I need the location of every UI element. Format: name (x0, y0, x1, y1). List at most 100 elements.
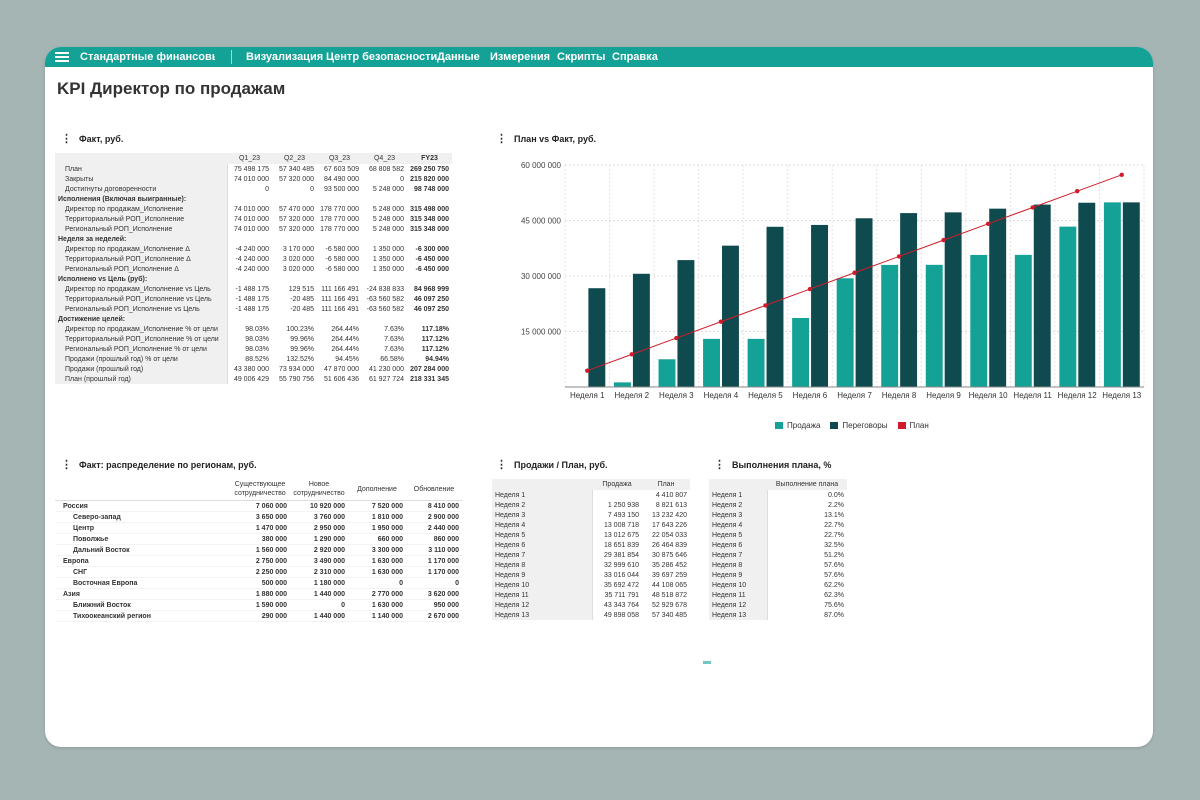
nav-data[interactable]: Данные (437, 51, 480, 63)
bar-peregovory (944, 212, 962, 387)
bar-prodazha (881, 264, 899, 387)
fact_table-cell: -1 488 175 (235, 295, 269, 303)
plan_exec_table-row: Неделя 4 22.7% (709, 520, 847, 530)
fact_table-row-label: Закрыты (55, 174, 228, 184)
fact_table-cell (227, 234, 272, 244)
plan_exec_table-cell: 87.0% (824, 611, 844, 619)
plan-exec-table: Выполнение плана Неделя 1 0.0% Неделя 2 2.2… (709, 479, 847, 620)
region_table-cell: 2 750 000 (230, 555, 290, 567)
nav-help[interactable]: Справка (612, 51, 658, 63)
fact_table-cell: 74 010 000 (233, 225, 269, 233)
plan-exec-header: Выполнение плана (709, 479, 847, 490)
plan-point (629, 352, 635, 357)
x-tick-label: Неделя 4 (704, 391, 739, 400)
nav-visualization[interactable]: Визуализация (246, 51, 324, 63)
plan_exec_table-cell: 62.2% (824, 581, 844, 589)
plan_exec_table-row: Неделя 2 2.2% (709, 500, 847, 510)
sales_plan_table-cell: 43 343 764 (603, 601, 639, 609)
plan_exec_table-row-label: Неделя 3 (709, 510, 768, 520)
sales_plan_table-cell: 29 381 854 (603, 551, 639, 559)
region_table-row: Азия 1 880 000 1 440 000 2 770 000 3 620 000 (55, 588, 462, 600)
page-title: KPI Директор по продажам (57, 79, 286, 98)
fact_table-cell: -63 560 582 (366, 305, 404, 313)
fact_table-cell: 57 340 485 (278, 165, 314, 173)
sales_plan_table-cell: 13 012 675 (603, 531, 639, 539)
fact_table-row: Достигнуты договоренности 0 0 93 500 000 5 2… (55, 184, 452, 194)
widget-menu-icon[interactable]: ⋮ (714, 459, 725, 471)
fact_table-row-label: Территориальный РОП_Исполнение vs Цель (55, 294, 228, 304)
sales_plan_table-cell: 35 286 452 (651, 561, 687, 569)
legend-item[interactable]: Переговоры (830, 421, 888, 430)
nav-scripts[interactable]: Скрипты (557, 51, 606, 63)
widget-menu-icon[interactable]: ⋮ (61, 459, 72, 471)
region_table-row-label: Ближний Восток (55, 599, 230, 611)
region_table-cell: 660 000 (348, 533, 406, 545)
region_table-cell: 0 (406, 577, 462, 589)
fact_table-cell: 117.12% (421, 335, 449, 343)
region_table-cell: 3 620 000 (406, 588, 462, 600)
plan_exec_table-cell: 51.2% (824, 551, 844, 559)
fact_table-cell: 207 284 000 (410, 365, 449, 373)
fact_table-cell (362, 314, 407, 324)
region_table-cell: 1 630 000 (348, 599, 406, 611)
plan-point (1074, 188, 1080, 194)
sales_plan_table-row: Неделя 13 49 898 058 57 340 485 (492, 610, 690, 620)
fact_table-row: Директор по продажам_Исполнение vs Цель -… (55, 284, 452, 294)
region_table-cell: 2 310 000 (290, 566, 348, 578)
fact_table-row-label: Неделя за неделей: (55, 234, 228, 244)
sales_plan_table-cell: 7 493 150 (607, 511, 639, 519)
fact_table-row: Региональный РОП_Исполнение 74 010 000 57 … (55, 224, 452, 234)
widget-menu-icon[interactable]: ⋮ (61, 133, 72, 145)
fact-table-title-text: Факт, руб. (79, 134, 124, 144)
fact_table-cell: 111 166 491 (321, 295, 359, 303)
fact_table-cell: 93 500 000 (323, 185, 359, 193)
sales_plan_table-col-header: Продажа (592, 479, 642, 490)
region_table-row: Европа 2 750 000 3 490 000 1 630 000 1 170 0… (55, 555, 462, 567)
plan_exec_table-row-label: Неделя 7 (709, 550, 768, 560)
region_table-row-label: Центр (55, 522, 230, 534)
fact_table-col-header (55, 153, 227, 164)
plan-exec-title-text: Выполнения плана, % (732, 460, 832, 470)
fact_table-row-label: Региональный РОП_Исполнение vs Цель (55, 304, 228, 314)
widget-menu-icon[interactable]: ⋮ (496, 459, 507, 471)
x-tick-label: Неделя 3 (659, 391, 694, 400)
region_table-row: Россия 7 060 000 10 920 000 7 520 000 8 410 … (55, 500, 462, 512)
bar-prodazha (613, 382, 631, 387)
region_table-row-label: Дальний Восток (55, 544, 230, 556)
plan-point (941, 237, 946, 243)
legend-swatch (775, 422, 783, 430)
nav-dimensions[interactable]: Измерения (490, 51, 551, 63)
sales_plan_table-cell: 44 108 065 (651, 581, 687, 589)
plan_exec_table-col-header (709, 479, 767, 490)
fact_table-cell: -6 580 000 (325, 245, 359, 253)
sales_plan_table-row: Неделя 1 4 410 807 (492, 490, 690, 500)
region_table-cell: 500 000 (230, 577, 290, 589)
fact_table-cell (317, 234, 362, 244)
sales_plan_table-cell: 39 697 259 (651, 571, 687, 579)
region_table-row-label: Азия (55, 588, 230, 600)
legend-item[interactable]: План (897, 421, 929, 430)
region_table-row-label: Европа (55, 555, 230, 567)
plan_exec_table-cell: 0.0% (828, 491, 844, 499)
region_table-cell: 2 670 000 (406, 610, 462, 622)
region_table-cell: 2 900 000 (406, 511, 462, 523)
fact_table-cell: 67 603 509 (323, 165, 359, 173)
hamburger-menu-icon[interactable] (55, 52, 69, 62)
region_table-cell: 2 950 000 (290, 522, 348, 534)
sales_plan_table-row: Неделя 9 33 016 044 39 697 259 (492, 570, 690, 580)
app-title[interactable]: Стандартные финансовы... (80, 51, 215, 63)
nav-security-center[interactable]: Центр безопасности (326, 51, 438, 63)
fact_table-cell: 84 490 000 (323, 175, 359, 183)
plan_exec_table-row: Неделя 12 75.6% (709, 600, 847, 610)
fact_table-row: Директор по продажам_Исполнение 74 010 00… (55, 204, 452, 214)
plan_exec_table-cell: 13.1% (824, 511, 844, 519)
bar-peregovory (855, 218, 873, 387)
sales_plan_table-cell: 17 643 226 (651, 521, 687, 529)
region-table-title-text: Факт: распределение по регионам, руб. (79, 460, 257, 470)
legend-item[interactable]: Продажа (775, 421, 820, 430)
widget-menu-icon[interactable]: ⋮ (496, 133, 507, 145)
fact_table-row-label: Достижение целей: (55, 314, 228, 324)
region_table-cell: 7 520 000 (348, 500, 406, 512)
bar-peregovory (1033, 204, 1051, 387)
plan_exec_table-row-label: Неделя 12 (709, 600, 768, 610)
